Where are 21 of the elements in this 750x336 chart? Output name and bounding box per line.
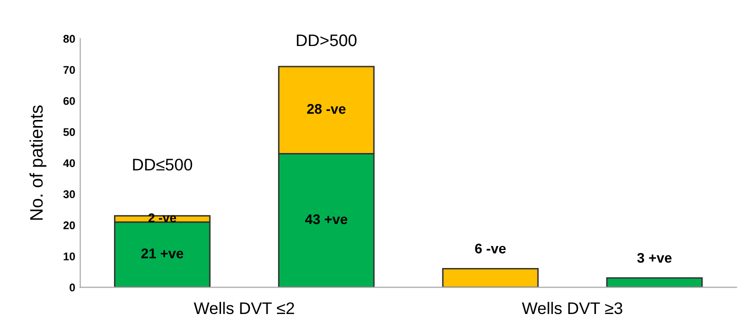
y-tick-label: 10 xyxy=(64,252,75,260)
data-label: 3 +ve xyxy=(637,252,672,263)
text: Wells DVT ≥3 xyxy=(522,302,622,314)
y-axis-title: No. of patients xyxy=(30,105,46,220)
data-label: 43 +ve xyxy=(305,214,348,224)
data-label: 28 -ve xyxy=(307,104,346,114)
data-label: 21 +ve xyxy=(141,248,184,258)
y-tick-label: 20 xyxy=(63,221,75,230)
y-tick-label: 40 xyxy=(63,159,75,168)
y-tick-label: 50 xyxy=(63,128,75,136)
y-tick-label: 80 xyxy=(63,34,75,43)
annotation: DD≤500 xyxy=(133,158,192,171)
y-tick-label: 60 xyxy=(63,97,75,105)
y-tick-label: 70 xyxy=(64,66,75,74)
y-tick-label: 30 xyxy=(63,190,75,198)
annotation: DD>500 xyxy=(296,34,356,46)
text: Wells DVT ≤2 xyxy=(194,302,294,314)
bar xyxy=(442,268,539,288)
y-tick-label: 0 xyxy=(70,284,75,292)
bar xyxy=(606,277,703,288)
data-label: 6 -ve xyxy=(475,244,506,254)
